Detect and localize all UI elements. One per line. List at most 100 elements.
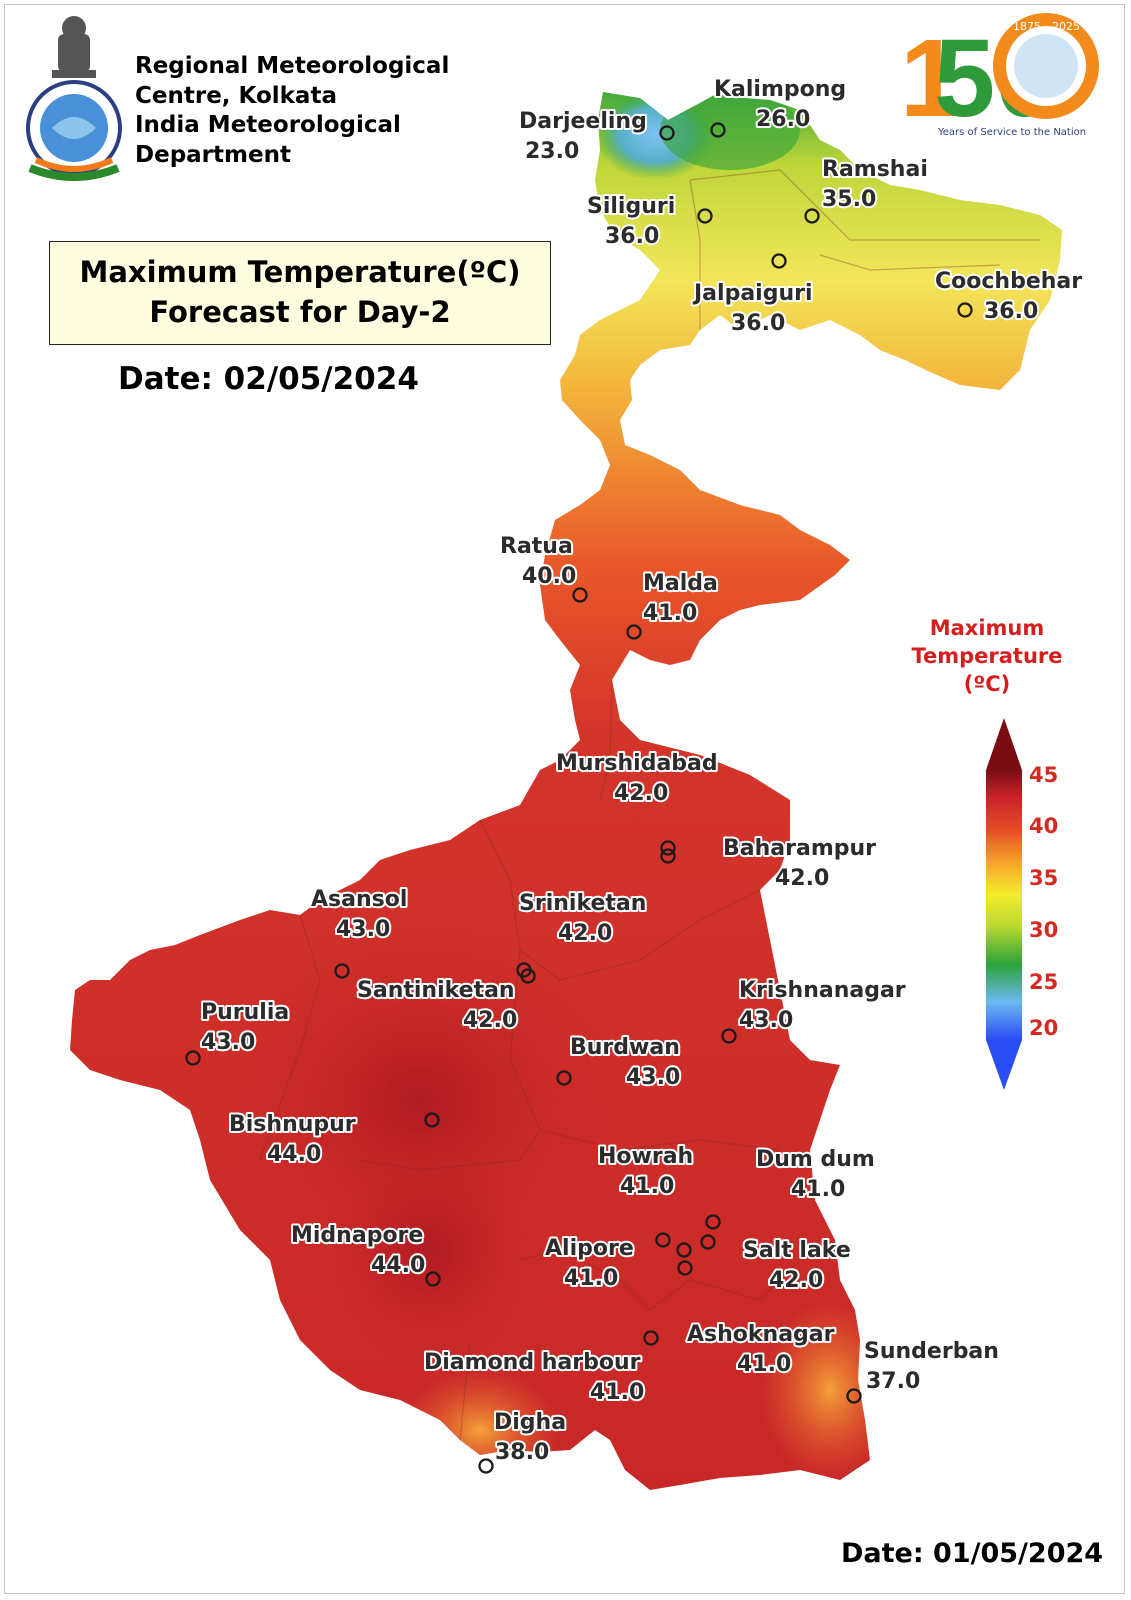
organization-name: Regional Meteorological Centre, Kolkata … [135, 52, 449, 170]
station-krishnanagar: Krishnanagar 43.0 [721, 976, 908, 1044]
station-name-murshidabad: Murshidabad [556, 751, 718, 776]
station-santiniketan: Santiniketan 42.0 [355, 976, 519, 1035]
legend-title-line-2: Temperature [911, 644, 1063, 668]
station-sriniketan: Sriniketan 42.0 [516, 889, 648, 984]
station-name-digha: Digha [494, 1410, 566, 1435]
station-name-sunderban: Sunderban [864, 1339, 999, 1364]
station-name-malda: Malda [643, 571, 718, 596]
cool-zone-kalimpong [660, 92, 800, 170]
station-temp-howrah: 41.0 [620, 1174, 674, 1199]
station-murshidabad: Murshidabad 42.0 [554, 749, 720, 864]
legend-tick-30: 30 [1029, 918, 1059, 942]
station-layer: Darjeeling 23.0 Kalimpong 26.0 Ramshai 35.0 Si… [185, 75, 1084, 1474]
station-kalimpong: Kalimpong 26.0 [710, 75, 848, 138]
station-marker-bishnupur [424, 1112, 440, 1128]
station-asansol: Asansol 43.0 [309, 885, 409, 979]
station-name-darjeeling: Darjeeling [519, 109, 647, 134]
station-marker-salt-lake [700, 1234, 716, 1250]
station-temp-baharampur: 42.0 [775, 866, 829, 891]
page-frame [4, 4, 1125, 1594]
station-temp-midnapore: 44.0 [371, 1253, 425, 1278]
station-temp-ratua: 40.0 [522, 564, 576, 589]
logo-digit-1: 1 [900, 17, 961, 140]
station-burdwan: Burdwan 43.0 [556, 1033, 682, 1092]
station-name-asansol: Asansol [311, 887, 407, 912]
imd-emblem-logo [26, 16, 122, 181]
station-marker-siliguri [697, 208, 713, 224]
station-name-santiniketan: Santiniketan [357, 978, 515, 1003]
station-marker-ratua [572, 587, 588, 603]
legend-arrow-bottom [986, 1040, 1022, 1090]
station-name-diamond-harbour: Diamond harbour [424, 1350, 641, 1375]
station-temp-darjeeling: 23.0 [525, 139, 579, 164]
legend-tick-40: 40 [1029, 814, 1059, 838]
station-malda: Malda 41.0 [626, 569, 720, 640]
station-purulia: Purulia 43.0 [185, 998, 291, 1066]
station-name-krishnanagar: Krishnanagar [739, 978, 906, 1003]
station-marker-murshidabad [660, 840, 676, 856]
station-marker-dum-dum [705, 1214, 721, 1230]
legend-tick-25: 25 [1029, 970, 1059, 994]
station-marker-asansol [334, 963, 350, 979]
legend-tick-20: 20 [1029, 1016, 1059, 1040]
station-name-salt-lake: Salt lake [743, 1238, 851, 1263]
station-name-burdwan: Burdwan [570, 1035, 680, 1060]
station-name-ratua: Ratua [500, 534, 573, 559]
imd-150-years-logo: 1 50 1875 2025 Years of Service to the N… [900, 13, 1099, 140]
station-temp-krishnanagar: 43.0 [739, 1008, 793, 1033]
station-temp-murshidabad: 42.0 [614, 781, 668, 806]
station-digha: Digha 38.0 [478, 1408, 568, 1474]
forecast-date: Date: 02/05/2024 [118, 361, 419, 397]
station-sunderban: Sunderban 37.0 [846, 1337, 1001, 1404]
station-siliguri: Siliguri 36.0 [585, 192, 713, 251]
station-temp-jalpaiguri: 36.0 [731, 311, 785, 336]
station-marker-burdwan [556, 1070, 572, 1086]
station-temp-asansol: 43.0 [336, 917, 390, 942]
station-alipore: Alipore 41.0 [543, 1232, 693, 1293]
station-name-bishnupur: Bishnupur [229, 1112, 356, 1137]
station-name-baharampur: Baharampur [723, 836, 876, 861]
org-line-2: Centre, Kolkata [135, 82, 337, 109]
station-temp-salt-lake: 42.0 [769, 1268, 823, 1293]
station-diamond-harbour: Diamond harbour 41.0 [422, 1330, 659, 1407]
station-name-alipore: Alipore [545, 1236, 634, 1261]
legend-tick-35: 35 [1029, 866, 1059, 890]
station-name-ramshai: Ramshai [822, 157, 928, 182]
issue-date-footer: Date: 01/05/2024 [841, 1538, 1104, 1569]
map-title-line-2: Forecast for Day-2 [149, 295, 451, 329]
legend-gradient-bar [986, 770, 1022, 1040]
station-temp-santiniketan: 42.0 [463, 1008, 517, 1033]
station-temp-ashoknagar: 41.0 [737, 1352, 791, 1377]
station-temp-dum-dum: 41.0 [791, 1177, 845, 1202]
map-title-box: Maximum Temperature(ºC) Forecast for Day… [49, 241, 551, 345]
station-name-sriniketan: Sriniketan [519, 891, 646, 916]
station-name-ashoknagar: Ashoknagar [687, 1322, 835, 1347]
station-name-siliguri: Siliguri [587, 194, 675, 219]
station-temp-sunderban: 37.0 [866, 1369, 920, 1394]
map-title-line-1: Maximum Temperature(ºC) [79, 255, 521, 289]
station-temp-siliguri: 36.0 [605, 224, 659, 249]
legend-title-line-3: (ºC) [963, 672, 1011, 696]
station-temp-alipore: 41.0 [564, 1266, 618, 1291]
station-name-dum-dum: Dum dum [756, 1147, 875, 1172]
legend-title-line-1: Maximum [929, 616, 1045, 640]
station-temp-digha: 38.0 [495, 1440, 549, 1465]
station-marker-malda [626, 624, 642, 640]
station-midnapore: Midnapore 44.0 [289, 1221, 441, 1287]
station-marker-darjeeling [659, 125, 675, 141]
legend-colorbar [986, 718, 1022, 1090]
district-boundaries [259, 169, 1040, 1441]
station-marker-jalpaiguri [771, 253, 787, 269]
station-temp-malda: 41.0 [643, 601, 697, 626]
station-marker-diamond-harbour [643, 1330, 659, 1346]
station-jalpaiguri: Jalpaiguri 36.0 [690, 253, 815, 338]
station-marker-ramshai [804, 208, 820, 224]
station-temp-burdwan: 43.0 [626, 1065, 680, 1090]
station-name-jalpaiguri: Jalpaiguri [692, 281, 813, 306]
station-name-kalimpong: Kalimpong [714, 77, 846, 102]
station-marker-krishnanagar [721, 1028, 737, 1044]
station-marker-murshidabad [660, 848, 676, 864]
station-coochbehar: Coochbehar 36.0 [933, 267, 1084, 326]
station-baharampur: Baharampur 42.0 [721, 834, 878, 893]
